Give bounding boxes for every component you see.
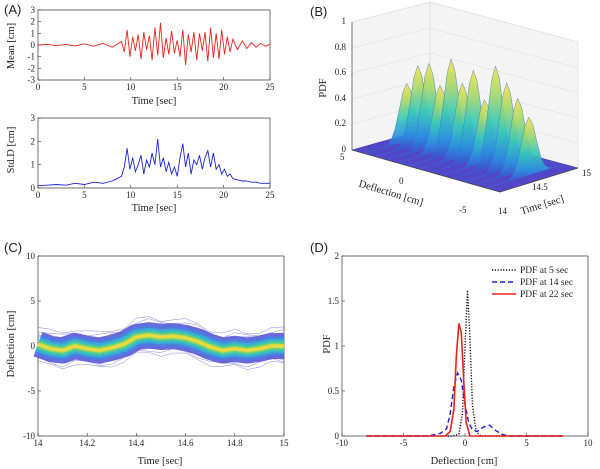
b-y-axis [351, 149, 501, 193]
c-density-band [37, 334, 284, 352]
a-top-ytick-label: -3 [28, 75, 36, 85]
b-ylabel: Time [sec] [519, 194, 565, 218]
a-bot-xtick-label: 10 [126, 190, 136, 200]
b-zt-3: 0.6 [335, 67, 347, 77]
b-yt-1: 14.5 [532, 182, 548, 192]
c-xlabel: Time [sec] [138, 456, 183, 467]
a-top-xtick-label: 10 [126, 82, 136, 92]
d-xtick-label: 0 [463, 438, 468, 448]
d-legend-label: PDF at 22 sec [520, 290, 573, 300]
b-xt-0: 5 [340, 152, 345, 162]
c-xtick-label: 14 [34, 438, 44, 448]
panel-c-label: (C) [4, 240, 22, 255]
a-top-ytick-label: 0 [31, 40, 36, 50]
c-xtick-label: 14.8 [227, 438, 243, 448]
chart-a-std: 0 5 10 15 20 25 0 1 2 3 [31, 113, 276, 200]
d-xtick-label: -5 [400, 438, 408, 448]
c-ytick-label: -5 [28, 386, 36, 396]
a-top-ytick-label: 2 [31, 17, 36, 27]
a-top-xtick-label: 15 [173, 82, 183, 92]
a-top-ytick-label: -2 [28, 63, 36, 73]
a-top-xtick-label: 0 [36, 82, 41, 92]
b-x-axis [499, 167, 579, 193]
b-yt-2: 15 [582, 168, 592, 178]
d-xtick-label: 10 [584, 438, 594, 448]
panel-d-label: (D) [310, 240, 328, 255]
a-bot-ylabel: Std.D [cm] [6, 127, 17, 174]
d-series-line-2 [366, 323, 564, 437]
chart-d-pdf: -10 -5 0 5 10 0 0.5 1 1.5 2 [328, 251, 593, 448]
c-xtick-label: 14.4 [129, 438, 145, 448]
a-bot-xlabel: Time [sec] [132, 203, 177, 214]
a-top-xtick-label: 25 [266, 82, 276, 92]
b-xt-1: 0 [399, 176, 404, 186]
b-zt-2: 0.4 [335, 93, 347, 103]
c-ytick-label: 0 [31, 341, 36, 351]
d-ytick-label: 1.5 [328, 296, 340, 306]
d-ytick-label: 0 [335, 431, 340, 441]
d-series-line-1 [366, 371, 564, 437]
d-ylabel: PDF [322, 334, 333, 353]
a-top-xtick-label: 5 [82, 82, 87, 92]
c-trajectory [37, 348, 285, 368]
b-xlabel: Deflection [cm] [357, 179, 424, 209]
b-zt-0: 0 [342, 144, 347, 154]
b-xt-2: -5 [459, 205, 467, 215]
d-xtick-label: -10 [336, 438, 348, 448]
a-bot-ytick-label: 3 [31, 113, 36, 123]
chart-c-deflection: 14 14.2 14.4 14.6 14.8 15 -10 -5 0 5 10 [23, 251, 289, 448]
b-zt-5: 1 [342, 16, 347, 26]
a-top-xtick-label: 20 [219, 82, 229, 92]
panel-a-label: (A) [4, 2, 21, 17]
a-top-ylabel: Mean [cm] [6, 23, 17, 69]
c-ytick-label: 5 [31, 296, 36, 306]
b-yt-0: 14 [498, 206, 508, 216]
b-ridges [363, 58, 564, 189]
a-bot-ytick-label: 2 [31, 136, 36, 146]
a-top-ytick-label: 1 [31, 28, 36, 38]
a-top-ytick-label: 3 [31, 5, 36, 15]
d-legend: PDF at 5 sec PDF at 14 sec PDF at 22 sec [492, 266, 573, 300]
panel-b-label: (B) [310, 4, 327, 19]
d-ytick-label: 0.5 [328, 386, 340, 396]
c-xtick-label: 14.6 [178, 438, 194, 448]
a-bot-frame [37, 117, 271, 189]
d-legend-label: PDF at 5 sec [520, 266, 568, 276]
d-series-line-0 [366, 290, 564, 437]
c-trajectory [37, 316, 285, 335]
c-xtick-label: 14.2 [79, 438, 95, 448]
c-ytick-label: -10 [23, 431, 35, 441]
d-ytick-label: 1 [335, 341, 340, 351]
d-legend-label: PDF at 14 sec [520, 278, 573, 288]
d-ytick-label: 2 [335, 251, 340, 261]
a-bot-xtick-label: 5 [82, 190, 87, 200]
a-bot-xtick-label: 0 [36, 190, 41, 200]
d-xtick-label: 5 [524, 438, 529, 448]
a-top-xlabel: Time [sec] [132, 96, 177, 107]
a-top-ytick-label: -1 [28, 52, 36, 62]
b-zt-4: 0.8 [335, 42, 347, 52]
a-bot-xtick-label: 20 [219, 190, 229, 200]
a-bot-xtick-label: 25 [266, 190, 276, 200]
a-bot-ytick-label: 0 [31, 183, 36, 193]
d-xlabel: Deflection [cm] [431, 456, 498, 467]
chart-a-mean: 0 5 10 15 20 25 -3 -2-1 0 12 3 [28, 5, 276, 92]
b-ridge [485, 116, 564, 189]
c-ytick-label: 10 [26, 251, 36, 261]
a-bot-ytick-label: 1 [31, 160, 36, 170]
c-ylabel: Deflection [cm] [6, 311, 17, 378]
b-zlabel: PDF [318, 78, 329, 97]
chart-b-surface [351, 1, 579, 193]
c-trajectory [37, 351, 285, 370]
a-bot-series-line [37, 138, 270, 187]
b-zt-1: 0.2 [335, 118, 346, 128]
c-xtick-label: 15 [280, 438, 290, 448]
a-bot-xtick-label: 15 [173, 190, 183, 200]
a-top-series-line [37, 22, 271, 65]
